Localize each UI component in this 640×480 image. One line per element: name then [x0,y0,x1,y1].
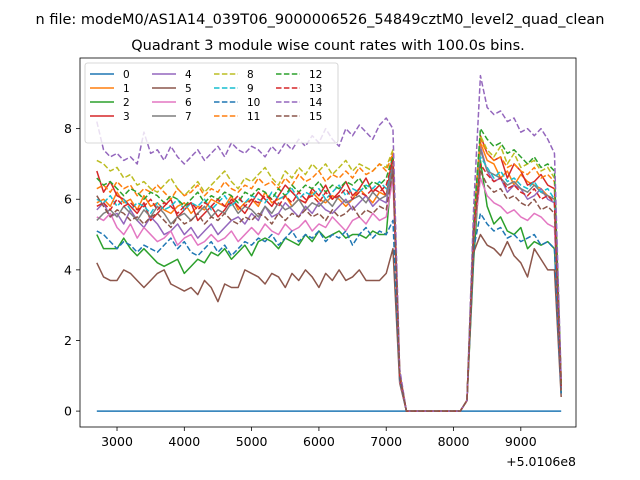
legend-label-10: 10 [247,97,260,109]
legend-label-6: 6 [185,97,192,109]
x-tick-label: 7000 [370,434,402,449]
figure-suptitle: n file: modeM0/AS1A14_039T06_9000006526_… [36,12,605,28]
series-line-5 [96,233,562,412]
axes: 3000 4000 5000 6000 7000 8000 9000 0 2 4 6 8 [64,57,577,449]
series-line-2 [96,156,562,412]
legend-label-9: 9 [247,83,254,95]
legend-label-13: 13 [309,83,322,95]
series-line-8 [96,134,562,412]
x-offset-label: +5.0106e8 [506,454,576,469]
y-tick-label: 4 [64,262,72,277]
plot-lines [96,74,562,412]
legend-label-12: 12 [309,69,322,81]
x-tick-label: 3000 [101,434,133,449]
series-line-12 [96,127,562,412]
series-line-15 [96,170,562,412]
legend-label-8: 8 [247,69,254,81]
x-tick-label: 4000 [168,434,200,449]
x-tick-label: 8000 [438,434,470,449]
legend-label-14: 14 [309,97,323,109]
y-tick-label: 0 [64,404,72,419]
legend-label-3: 3 [123,111,130,123]
y-tick-label: 6 [64,192,72,207]
legend-label-4: 4 [185,69,192,81]
series-line-3 [96,134,562,412]
series-line-11 [96,138,562,412]
plot-frame [79,57,577,428]
series-line-13 [96,159,562,412]
chart-title: Quadrant 3 module wise count rates with … [131,38,525,54]
legend-label-2: 2 [123,97,130,109]
legend-label-5: 5 [185,83,192,95]
legend-label-1: 1 [123,83,130,95]
x-tick-label: 9000 [505,434,537,449]
legend-label-15: 15 [309,111,322,123]
y-tick-label: 2 [64,333,72,348]
legend-box [84,62,339,144]
y-tick-label: 8 [64,121,72,136]
x-tick-label: 5000 [236,434,268,449]
legend-label-11: 11 [247,111,260,123]
legend-label-7: 7 [185,111,192,123]
series-line-7 [96,149,562,412]
series-line-10 [96,212,562,412]
legend-label-0: 0 [123,69,130,81]
series-line-6 [96,177,562,412]
x-tick-label: 6000 [303,434,335,449]
